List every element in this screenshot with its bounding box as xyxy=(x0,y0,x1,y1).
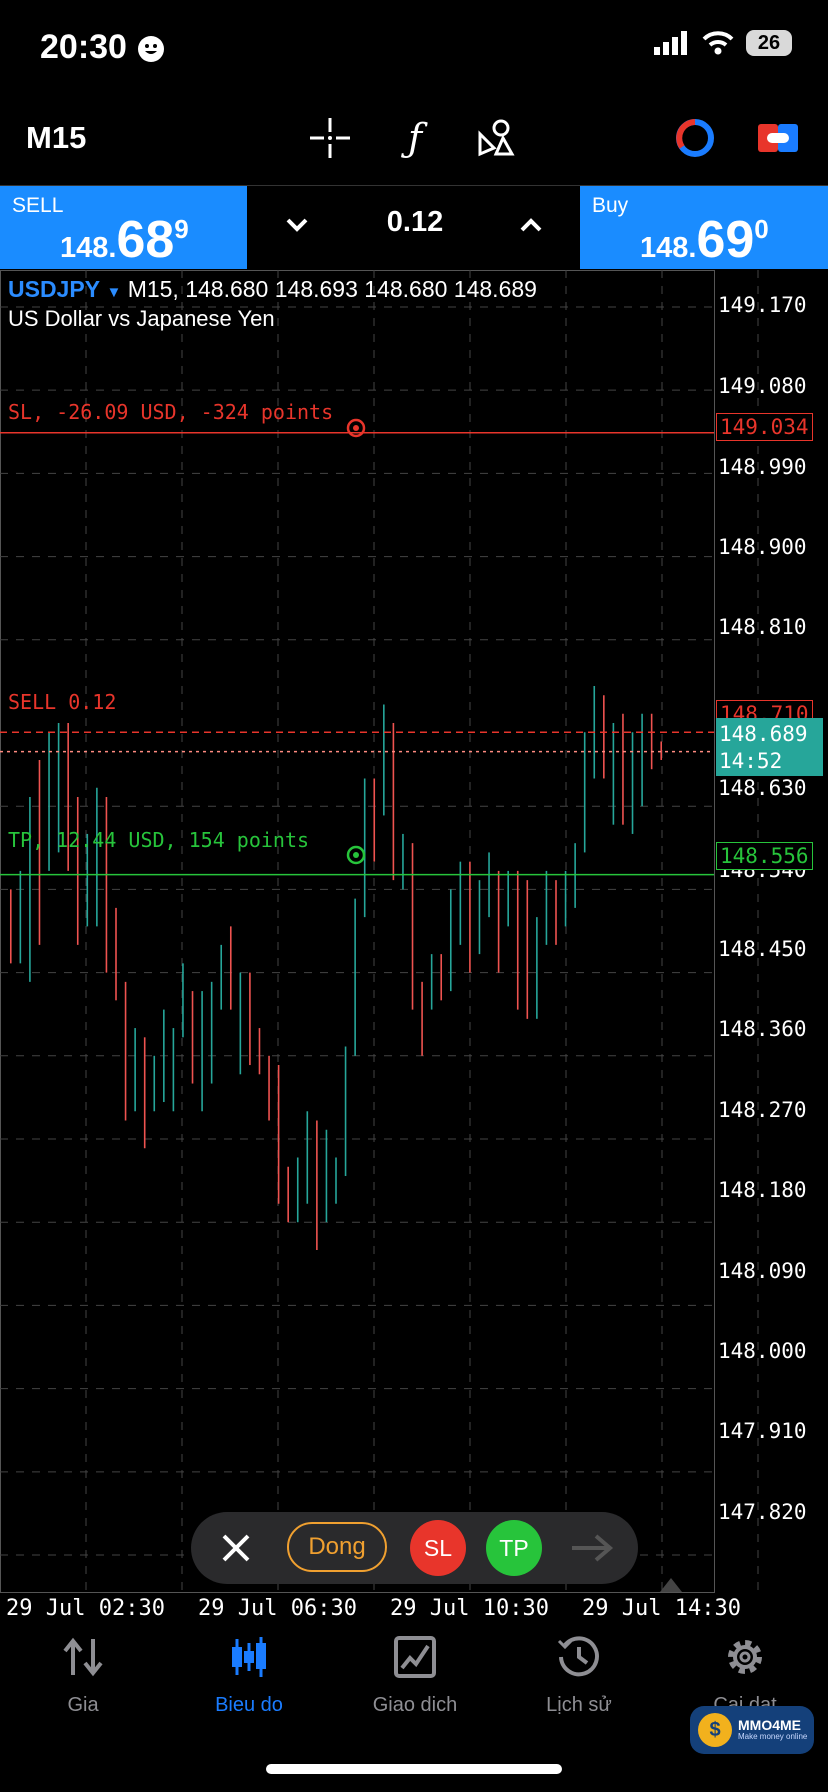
sell-button[interactable]: SELL 148.689 xyxy=(0,186,247,269)
ohlc-values: M15, 148.680 148.693 148.680 148.689 xyxy=(127,276,537,302)
price-tick: 148.990 xyxy=(718,455,807,479)
chart-frame xyxy=(0,270,715,1593)
nav-trade[interactable]: Giao dich xyxy=(332,1630,498,1717)
timeframe-button[interactable]: M15 xyxy=(26,120,87,155)
symbol-dropdown-icon[interactable]: ▼ xyxy=(106,284,122,301)
scroll-marker-icon[interactable] xyxy=(660,1578,682,1597)
trade-panel xyxy=(0,185,828,270)
price-tick: 148.900 xyxy=(718,535,807,559)
close-position-button[interactable]: Dong xyxy=(287,1522,387,1572)
history-icon xyxy=(496,1630,662,1684)
tp-price-tag: 148.556 xyxy=(716,842,813,870)
arrow-right-icon[interactable] xyxy=(570,1530,614,1566)
sl-line-label: SL, -26.09 USD, -324 points xyxy=(8,400,334,424)
watermark-tagline: Make money online xyxy=(738,1732,808,1741)
gear-icon xyxy=(662,1630,828,1684)
nav-chart[interactable]: Bieu do xyxy=(166,1630,332,1717)
price-tick: 149.170 xyxy=(718,293,807,317)
sl-price-tag: 149.034 xyxy=(716,413,813,441)
time-tick: 29 Jul 02:30 xyxy=(6,1596,165,1621)
price-tick: 148.360 xyxy=(718,1017,807,1041)
buy-label: Buy xyxy=(592,194,629,217)
symbol-name[interactable]: USDJPY xyxy=(8,276,101,302)
nav-label: Bieu do xyxy=(215,1694,283,1716)
trade-toggle-icon[interactable] xyxy=(756,116,800,160)
buy-button[interactable]: Buy 148.690 xyxy=(580,186,828,269)
watermark-logo: $ MMO4ME Make money online xyxy=(690,1706,814,1754)
bar-countdown: 14:52 xyxy=(719,749,783,773)
price-tick: 148.180 xyxy=(718,1178,807,1202)
home-indicator xyxy=(266,1764,562,1774)
nav-label: Giao dich xyxy=(372,1694,458,1716)
lot-decrease-icon[interactable] xyxy=(282,210,312,240)
battery-indicator: 26 xyxy=(746,30,792,56)
price-tick: 148.810 xyxy=(718,615,807,639)
status-time: 20:30 xyxy=(40,28,127,66)
bid-price-tag: 148.689 14:52 xyxy=(716,718,823,776)
price-chart[interactable] xyxy=(0,270,828,1600)
nav-quotes[interactable]: Gia xyxy=(0,1630,166,1717)
price-tick: 147.820 xyxy=(718,1500,807,1524)
sl-handle-icon[interactable] xyxy=(346,418,366,443)
tp-handle-icon[interactable] xyxy=(346,845,366,870)
watermark-brand: MMO4ME xyxy=(738,1717,801,1733)
bid-price: 148.689 xyxy=(719,722,808,746)
chart-header: USDJPY ▼ M15, 148.680 148.693 148.680 14… xyxy=(8,276,537,303)
crosshair-icon[interactable] xyxy=(308,116,352,160)
nav-label: Lịch sử xyxy=(546,1694,612,1716)
buy-price: 148.690 xyxy=(640,211,769,269)
function-icon[interactable]: ƒ xyxy=(407,116,423,160)
lot-size[interactable]: 0.12 xyxy=(386,206,444,238)
status-indicators: 26 xyxy=(654,30,792,56)
tp-button[interactable]: TP xyxy=(486,1520,542,1576)
price-tick: 149.080 xyxy=(718,374,807,398)
price-tick: 148.090 xyxy=(718,1259,807,1283)
trade-icon xyxy=(332,1630,498,1684)
objects-icon[interactable] xyxy=(474,116,518,160)
nav-label: Gia xyxy=(67,1694,99,1716)
chart-candles-icon xyxy=(166,1630,332,1684)
sell-price: 148.689 xyxy=(60,211,189,269)
account-icon[interactable] xyxy=(673,116,717,160)
lot-increase-icon[interactable] xyxy=(516,210,546,240)
time-tick: 29 Jul 10:30 xyxy=(390,1596,549,1621)
price-tick: 147.910 xyxy=(718,1419,807,1443)
price-tick: 148.450 xyxy=(718,937,807,961)
time-tick: 29 Jul 14:30 xyxy=(582,1596,741,1621)
wifi-icon xyxy=(702,31,734,55)
close-icon[interactable] xyxy=(210,1522,262,1574)
price-tick: 148.630 xyxy=(718,776,807,800)
tp-line-label: TP, 12.44 USD, 154 points xyxy=(8,828,310,852)
sell-label: SELL xyxy=(12,194,64,217)
nav-settings[interactable]: Cai dat xyxy=(662,1630,828,1717)
quotes-icon xyxy=(0,1630,166,1684)
price-tick: 148.270 xyxy=(718,1098,807,1122)
symbol-description: US Dollar vs Japanese Yen xyxy=(8,306,275,331)
signal-icon xyxy=(654,31,687,55)
sell-line-label: SELL 0.12 xyxy=(8,690,117,714)
sl-button[interactable]: SL xyxy=(410,1520,466,1576)
time-tick: 29 Jul 06:30 xyxy=(198,1596,357,1621)
nav-history[interactable]: Lịch sử xyxy=(496,1630,662,1717)
dollar-coin-icon: $ xyxy=(698,1713,732,1747)
smiley-icon xyxy=(138,36,164,62)
price-tick: 148.000 xyxy=(718,1339,807,1363)
